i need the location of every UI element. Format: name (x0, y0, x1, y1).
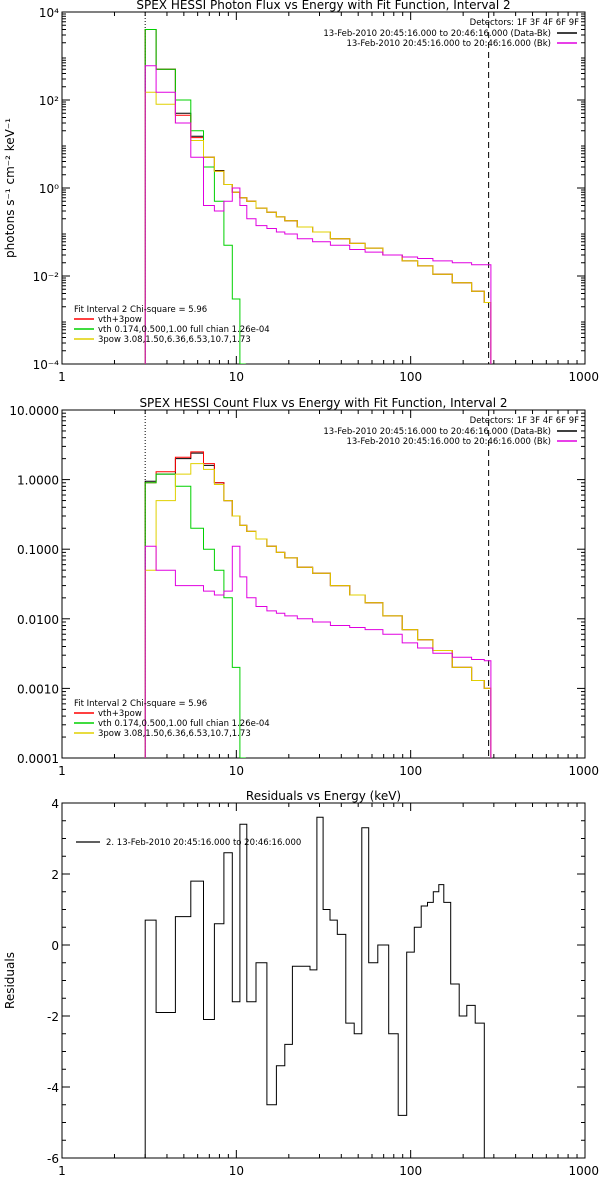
y-tick-label: 10.0000 (9, 404, 59, 418)
legend-entry-label: 13-Feb-2010 20:45:16.000 to 20:46:16.000… (323, 29, 551, 39)
series-line (144, 65, 492, 364)
x-tick-label: 1000 (568, 1164, 599, 1178)
panel-2: SPEX HESSI Count Flux vs Energy with Fit… (9, 396, 599, 778)
y-tick-label: 0.1000 (17, 543, 59, 557)
x-tick-label: 1000 (568, 370, 599, 384)
y-tick-label: -2 (47, 1010, 59, 1024)
legend-header: Fit Interval 2 Chi-square = 5.96 (74, 699, 207, 709)
x-tick-label: 10 (229, 370, 244, 384)
y-tick-label: 1.0000 (17, 474, 59, 488)
x-tick-label: 10 (229, 764, 244, 778)
y-axis-label: photons s⁻¹ cm⁻² keV⁻¹ (3, 118, 17, 258)
legend-entry-label: 13-Feb-2010 20:45:16.000 to 20:46:16.000… (346, 437, 551, 447)
chart-title: Residuals vs Energy (keV) (246, 789, 401, 803)
series-line (144, 452, 492, 758)
x-tick-label: 1000 (568, 764, 599, 778)
panel-3: Residuals vs Energy (keV) 1 10 100 1000 -6 -4 -… (3, 789, 599, 1178)
legend-entry-label: 2. 13-Feb-2010 20:45:16.000 to 20:46:16.… (106, 838, 301, 848)
chart-title: SPEX HESSI Photon Flux vs Energy with Fi… (136, 0, 510, 12)
x-tick-label: 100 (399, 764, 422, 778)
x-tick-label: 100 (399, 370, 422, 384)
series-line (144, 91, 492, 364)
series-line (144, 473, 246, 758)
legend-entry-label: 13-Feb-2010 20:45:16.000 to 20:46:16.000… (323, 427, 551, 437)
y-tick-label: 0.0100 (17, 613, 59, 627)
y-tick-label: 2 (51, 868, 59, 882)
y-axis-label: Residuals (3, 952, 17, 1009)
plot-frame (61, 409, 586, 759)
y-tick-label: 10⁰ (39, 182, 59, 196)
series-line (144, 545, 492, 758)
series-line (144, 816, 491, 1158)
series-line (144, 451, 492, 758)
legend-entry-label: vth 0.174,0.500,1.00 full chian 1.26e-04 (98, 719, 270, 729)
legend-entry-label: vth+3pow (98, 709, 142, 719)
legend-entry-label: 3pow 3.08,1.50,6.36,6.53,10.7,1.73 (98, 335, 251, 345)
panel-1: SPEX HESSI Photon Flux vs Energy with Fi… (3, 0, 599, 384)
x-tick-label: 1 (58, 370, 66, 384)
y-tick-label: -6 (47, 1152, 59, 1166)
x-tick-label: 1 (58, 1164, 66, 1178)
y-tick-label: 0.0010 (17, 682, 59, 696)
y-tick-label: 4 (51, 797, 59, 811)
y-tick-label: 0 (51, 939, 59, 953)
legend-header: Detectors: 1F 3F 4F 6F 9F (470, 18, 579, 28)
y-tick-label: 10⁻⁴ (33, 358, 60, 372)
y-tick-label: 0.0001 (17, 752, 59, 766)
legend-entry-label: 13-Feb-2010 20:45:16.000 to 20:46:16.000… (346, 39, 551, 49)
y-tick-label: 10⁻² (33, 270, 60, 284)
legend-header: Detectors: 1F 3F 4F 6F 9F (470, 416, 579, 426)
legend-header: Fit Interval 2 Chi-square = 5.96 (74, 305, 207, 315)
y-tick-label: 10⁴ (39, 6, 59, 20)
x-tick-label: 1 (58, 764, 66, 778)
y-tick-label: -4 (47, 1081, 59, 1095)
legend-entry-label: vth 0.174,0.500,1.00 full chian 1.26e-04 (98, 325, 270, 335)
legend-entry-label: vth+3pow (98, 315, 142, 325)
series-line (144, 463, 492, 758)
x-tick-label: 100 (399, 1164, 422, 1178)
legend-entry-label: 3pow 3.08,1.50,6.36,6.53,10.7,1.73 (98, 729, 251, 739)
chart-title: SPEX HESSI Count Flux vs Energy with Fit… (139, 396, 507, 410)
y-tick-label: 10² (39, 94, 59, 108)
x-tick-label: 10 (229, 1164, 244, 1178)
